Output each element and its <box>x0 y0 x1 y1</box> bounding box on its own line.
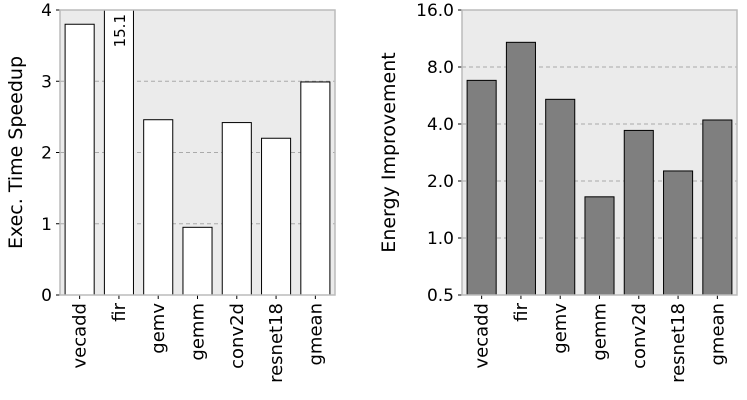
bar <box>545 98 576 295</box>
value-label: 15.1 <box>111 14 129 47</box>
y-tick-label: 0.5 <box>427 286 454 306</box>
y-tick-label: 0 <box>41 286 52 306</box>
x-tick-label: gmean <box>305 303 326 365</box>
plot-frame <box>461 9 738 296</box>
y-tick-label: 4.0 <box>427 115 454 135</box>
y-axis-label: Exec. Time Speedup <box>5 56 27 249</box>
x-tick-label: gemv <box>550 303 571 354</box>
bar <box>182 226 213 295</box>
x-tick-label: fir <box>511 302 532 321</box>
x-tick-label: resnet18 <box>266 303 287 383</box>
bar <box>505 41 536 295</box>
x-tick-label: gmean <box>707 303 728 365</box>
x-tick-label: gemm <box>590 303 611 361</box>
y-tick-label: 16.0 <box>416 1 454 21</box>
x-tick-label: resnet18 <box>668 303 689 383</box>
bar <box>623 129 654 295</box>
bar <box>300 81 331 295</box>
bar <box>221 122 252 295</box>
x-tick-label: vecadd <box>472 303 493 369</box>
bars <box>466 41 733 295</box>
y-tick-label: 3 <box>41 72 52 92</box>
x-tick-label: fir <box>109 302 130 321</box>
y-tick-label: 2.0 <box>427 172 454 192</box>
plot-frame <box>59 9 336 296</box>
bars <box>64 10 331 295</box>
x-tick-label: vecadd <box>70 303 91 369</box>
bar <box>261 137 292 295</box>
y-tick-label: 1.0 <box>427 229 454 249</box>
x-tick-label: gemv <box>148 303 169 354</box>
bar <box>143 119 174 295</box>
y-tick-label: 4 <box>41 1 52 21</box>
bar <box>584 196 615 295</box>
x-tick-label: conv2d <box>227 303 248 369</box>
x-tick-label: gemm <box>188 303 209 361</box>
y-tick-label: 1 <box>41 215 52 235</box>
bar <box>64 23 95 295</box>
bar <box>702 119 733 295</box>
bar <box>466 79 497 295</box>
bar <box>103 10 134 295</box>
y-tick-label: 8.0 <box>427 58 454 78</box>
y-axis-label: Energy Improvement <box>378 52 400 252</box>
x-tick-label: conv2d <box>629 303 650 369</box>
bar <box>663 170 694 295</box>
y-tick-label: 2 <box>41 144 52 164</box>
